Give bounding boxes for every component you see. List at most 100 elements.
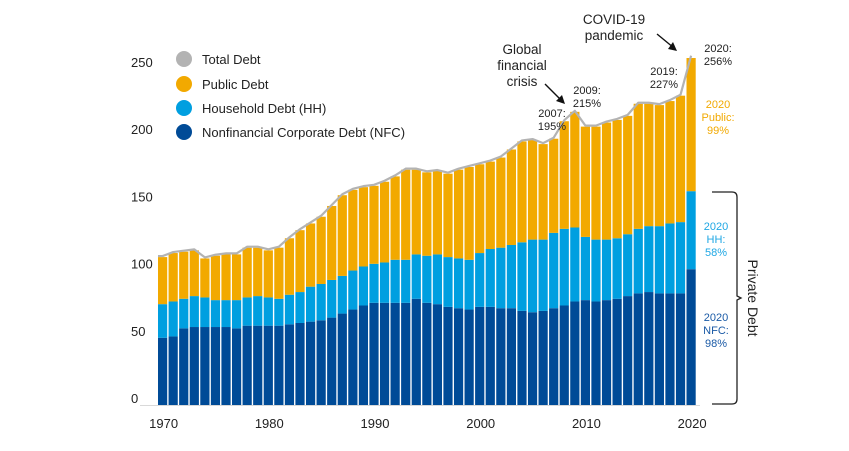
y-axis: 0 50 100 150 200 250 xyxy=(131,55,153,406)
bar-public-2012 xyxy=(601,122,612,240)
bar-hh-2001 xyxy=(485,249,495,307)
bar-nfc-2014 xyxy=(623,296,633,401)
bar-nfc-1997 xyxy=(443,306,453,401)
annotation-2009-line1: 2009: xyxy=(573,85,601,97)
bar-hh-1979 xyxy=(253,296,263,326)
bar-hh-2012 xyxy=(601,239,612,301)
legend-swatch-total xyxy=(176,51,192,67)
bar-base-1978 xyxy=(242,401,252,405)
bar-nfc-2010 xyxy=(580,300,590,401)
bar-public-1975 xyxy=(210,255,221,301)
bar-nfc-1975 xyxy=(210,327,221,401)
bar-hh-2018 xyxy=(665,223,675,294)
legend-swatch-household xyxy=(176,100,192,116)
annotation-nfc-2020: 2020 NFC: 98% xyxy=(703,312,729,350)
annotation-gfc-line3: crisis xyxy=(507,74,538,89)
annotation-nfc-line2: NFC: xyxy=(703,325,729,337)
bar-nfc-1980 xyxy=(263,325,273,401)
bar-hh-2019 xyxy=(675,222,686,294)
bar-hh-1970 xyxy=(158,304,168,338)
bar-base-1988 xyxy=(348,401,358,405)
annotation-public-2020: 2020 Public: 99% xyxy=(701,99,734,137)
bar-public-2019 xyxy=(675,95,686,223)
x-tick-label: 1990 xyxy=(361,416,390,431)
annotation-hh-2020: 2020 HH: 58% xyxy=(704,221,728,259)
bar-nfc-1982 xyxy=(284,324,295,401)
bar-hh-1981 xyxy=(274,298,284,326)
bar-public-2003 xyxy=(506,149,517,245)
bar-public-1997 xyxy=(443,173,453,258)
bar-base-2015 xyxy=(633,401,643,405)
bar-base-1991 xyxy=(379,401,390,405)
bar-base-1980 xyxy=(263,401,273,405)
bar-nfc-2008 xyxy=(559,305,569,401)
bar-hh-2015 xyxy=(633,228,643,294)
bar-hh-1976 xyxy=(221,300,231,328)
annotation-public-line2: Public: xyxy=(701,112,734,124)
bar-public-2004 xyxy=(517,141,527,243)
bar-base-1971 xyxy=(168,401,178,405)
bar-base-2010 xyxy=(580,401,590,405)
bar-nfc-1984 xyxy=(305,321,316,401)
bar-nfc-1979 xyxy=(253,325,263,401)
bar-base-2006 xyxy=(538,401,548,405)
bar-nfc-2001 xyxy=(485,306,495,401)
bar-public-2015 xyxy=(633,103,643,229)
bar-nfc-1986 xyxy=(327,317,337,401)
bar-hh-1996 xyxy=(432,254,443,305)
bar-nfc-1989 xyxy=(358,305,369,401)
arrow-icon xyxy=(544,83,565,104)
legend: Total Debt Public Debt Household Debt (H… xyxy=(176,51,405,140)
bar-public-1993 xyxy=(401,169,411,260)
bar-public-1998 xyxy=(453,169,464,259)
annotation-2009: 2009: 215% xyxy=(573,85,601,110)
bar-public-2011 xyxy=(591,126,601,240)
bar-hh-1980 xyxy=(263,297,273,326)
bar-hh-1984 xyxy=(305,286,316,322)
x-tick-label: 2020 xyxy=(678,416,707,431)
bar-base-1972 xyxy=(179,401,189,405)
bar-public-1987 xyxy=(337,195,347,276)
bar-nfc-2015 xyxy=(633,293,643,401)
bar-nfc-1996 xyxy=(432,304,443,401)
bar-base-1982 xyxy=(284,401,295,405)
bar-public-2010 xyxy=(580,126,590,237)
bar-public-1991 xyxy=(379,181,390,263)
legend-item-total: Total Debt xyxy=(176,51,261,67)
annotation-gfc-line1: Global xyxy=(502,42,541,57)
bar-nfc-2013 xyxy=(612,298,622,401)
bar-base-1975 xyxy=(210,401,221,405)
bar-base-2002 xyxy=(496,401,506,405)
bar-base-2018 xyxy=(665,401,675,405)
y-tick-label: 250 xyxy=(131,55,153,70)
bar-nfc-2019 xyxy=(675,293,686,401)
legend-item-nfc: Nonfinancial Corporate Debt (NFC) xyxy=(176,124,405,140)
bar-base-1985 xyxy=(316,401,326,405)
bar-base-1994 xyxy=(411,401,421,405)
bar-hh-1977 xyxy=(231,300,242,329)
bar-public-1974 xyxy=(200,258,210,298)
bar-hh-2002 xyxy=(496,247,506,309)
bar-base-1979 xyxy=(253,401,263,405)
bar-hh-1997 xyxy=(443,257,453,307)
bar-base-2011 xyxy=(591,401,601,405)
bar-nfc-1995 xyxy=(422,302,432,401)
bar-base-2003 xyxy=(506,401,517,405)
y-tick-label: 0 xyxy=(131,391,138,406)
bar-base-1976 xyxy=(221,401,231,405)
bar-nfc-1991 xyxy=(379,302,390,401)
annotation-2009-line2: 215% xyxy=(573,98,601,110)
annotation-2019-line1: 2019: xyxy=(650,66,678,78)
bar-public-1995 xyxy=(422,172,432,256)
bar-nfc-2011 xyxy=(591,301,601,401)
bar-base-1970 xyxy=(158,401,168,405)
annotation-2020: 2020: 256% xyxy=(704,43,732,68)
bar-nfc-2016 xyxy=(644,292,654,401)
bar-public-2006 xyxy=(538,144,548,240)
bar-base-1984 xyxy=(305,401,316,405)
bar-public-2009 xyxy=(570,111,580,228)
bar-public-2000 xyxy=(475,164,485,254)
annotation-2007-line1: 2007: xyxy=(538,108,566,120)
annotation-covid: COVID-19 pandemic xyxy=(583,12,677,51)
y-tick-label: 50 xyxy=(131,324,145,339)
